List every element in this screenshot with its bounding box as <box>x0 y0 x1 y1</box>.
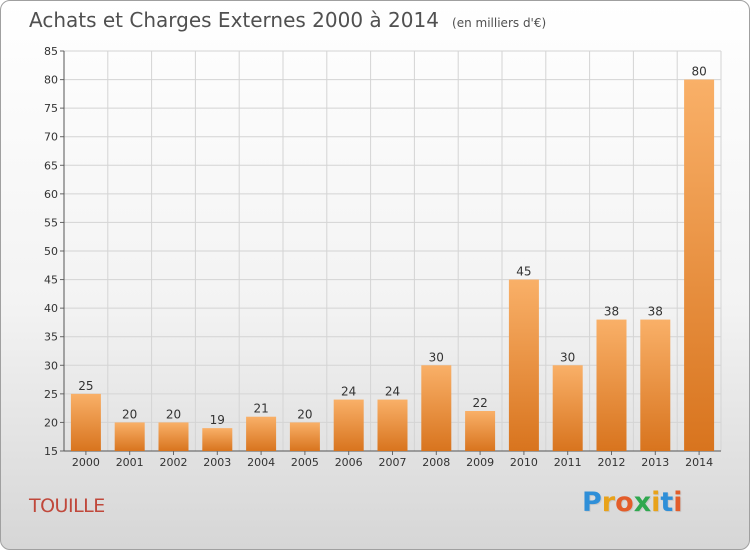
x-tick-label: 2008 <box>422 456 450 469</box>
bar-2007 <box>377 399 408 451</box>
y-tick-label: 15 <box>44 445 58 458</box>
bar-2010 <box>508 279 539 451</box>
value-label: 38 <box>604 305 619 319</box>
x-tick-label: 2000 <box>72 456 100 469</box>
value-label: 21 <box>253 402 268 416</box>
bar-2009 <box>465 411 496 451</box>
value-label: 20 <box>122 407 137 421</box>
x-tick-label: 2004 <box>247 456 275 469</box>
bar-2014 <box>684 79 715 452</box>
value-label: 22 <box>472 396 487 410</box>
x-tick-label: 2005 <box>291 456 319 469</box>
proxiti-logo: Proxiti <box>582 487 683 518</box>
x-tick-label: 2001 <box>116 456 144 469</box>
y-tick-label: 25 <box>44 388 58 401</box>
y-tick-label: 65 <box>44 159 58 172</box>
y-tick-label: 85 <box>44 45 58 58</box>
x-tick-label: 2009 <box>466 456 494 469</box>
bar-2005 <box>289 422 320 451</box>
value-label: 20 <box>297 407 312 421</box>
x-tick-label: 2013 <box>641 456 669 469</box>
x-tick-label: 2011 <box>554 456 582 469</box>
value-label: 20 <box>166 407 181 421</box>
chart-title: Achats et Charges Externes 2000 à 2014 <box>29 8 439 32</box>
logo-letter: x <box>633 487 652 518</box>
x-tick-label: 2014 <box>685 456 713 469</box>
y-tick-label: 30 <box>44 359 58 372</box>
y-tick-label: 80 <box>44 74 58 87</box>
value-labels: 25 20 20 19 21 20 24 24 30 22 45 30 38 38 80 <box>78 65 706 428</box>
y-tick-label: 75 <box>44 102 58 115</box>
bar-2011 <box>552 365 583 451</box>
y-tick-label: 60 <box>44 188 58 201</box>
y-tick-label: 55 <box>44 216 58 229</box>
x-tick-label: 2002 <box>160 456 188 469</box>
x-tick-label: 2006 <box>335 456 363 469</box>
value-label: 38 <box>648 305 663 319</box>
y-tick-label: 70 <box>44 131 58 144</box>
location-label: TOUILLE <box>29 495 105 517</box>
bar-2008 <box>421 365 452 451</box>
bar-2001 <box>114 422 145 451</box>
value-label: 30 <box>560 350 575 364</box>
logo-letter: i <box>673 487 683 518</box>
bar-2013 <box>640 319 671 451</box>
value-label: 25 <box>78 379 93 393</box>
logo-letter: i <box>651 487 661 518</box>
x-tick-label: 2010 <box>510 456 538 469</box>
bar-2012 <box>596 319 627 451</box>
chart-title-block: Achats et Charges Externes 2000 à 2014 (… <box>29 8 546 32</box>
value-label: 30 <box>429 350 444 364</box>
y-tick-label: 40 <box>44 302 58 315</box>
y-tick-label: 20 <box>44 416 58 429</box>
chart-subtitle: (en milliers d'€) <box>452 16 547 30</box>
bar-2002 <box>158 422 189 451</box>
value-label: 80 <box>691 65 706 79</box>
bar-2004 <box>246 416 277 451</box>
logo-letter: r <box>601 487 616 518</box>
y-tick-label: 35 <box>44 331 58 344</box>
x-tick-label: 2007 <box>379 456 407 469</box>
bar-2006 <box>333 399 364 451</box>
value-label: 24 <box>341 385 356 399</box>
bar-2003 <box>202 428 233 451</box>
bar-2000 <box>70 393 101 451</box>
logo-letter: o <box>615 487 634 518</box>
logo-letter: P <box>582 487 602 518</box>
bars <box>70 79 715 452</box>
y-tick-label: 50 <box>44 245 58 258</box>
value-label: 45 <box>516 265 531 279</box>
x-tick-label: 2012 <box>598 456 626 469</box>
y-tick-label: 45 <box>44 274 58 287</box>
value-label: 19 <box>210 413 225 427</box>
x-tick-label: 2003 <box>203 456 231 469</box>
logo-letter: t <box>660 487 674 518</box>
value-label: 24 <box>385 385 400 399</box>
